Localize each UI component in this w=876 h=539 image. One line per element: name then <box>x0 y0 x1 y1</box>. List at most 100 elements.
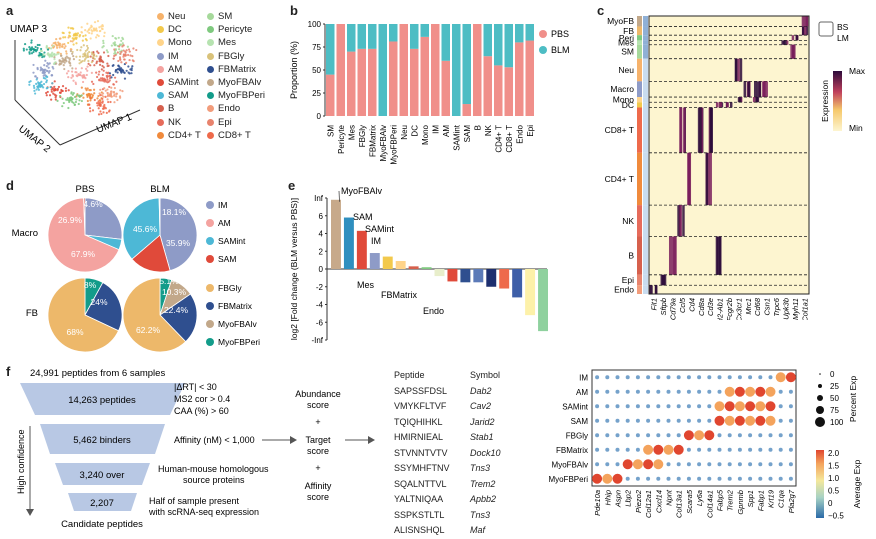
bar-pbs <box>515 42 524 116</box>
gene-label: Upk3b <box>781 298 790 320</box>
symbol-item: Stab1 <box>470 430 501 446</box>
bs-label: BS <box>837 22 849 32</box>
dot <box>646 390 650 394</box>
x-tick-label: FBGly <box>358 125 367 147</box>
dot-plot: IMAMSAMintSAMFBGlyFBMatrixMyoFBAlvMyoFBP… <box>530 364 876 534</box>
dot-gene-label: Lbp2 <box>624 489 633 507</box>
fc-y-tick: -6 <box>316 318 324 327</box>
x-tick-label: NK <box>484 124 493 136</box>
legend-label: FBMatrix <box>218 64 256 75</box>
funnel-step-4-label: 2,207 <box>90 498 114 509</box>
bar-blm <box>389 24 398 41</box>
row-group-bar <box>643 275 648 285</box>
dot <box>789 462 793 466</box>
dot <box>653 459 663 469</box>
size-legend-label: 25 <box>830 382 839 391</box>
score-plus-2: + <box>315 463 320 473</box>
bar-pbs <box>526 41 535 116</box>
umap-legend-item: SAM <box>157 90 189 101</box>
legend-label: Neu <box>168 11 185 22</box>
legend-label: NK <box>168 117 181 128</box>
bar-pbs <box>431 24 440 116</box>
row-color-bar <box>637 45 642 59</box>
umap-axis-1-label: UMAP 1 <box>95 112 134 136</box>
dot <box>616 404 620 408</box>
row-group-bar <box>643 59 648 82</box>
dot-gene-label: Krt19 <box>767 489 776 508</box>
umap-legend-item: MyoFBAlv <box>207 77 261 88</box>
dot <box>667 433 671 437</box>
heatmap-row-label: CD4+ T <box>605 174 634 184</box>
bar-pbs <box>442 61 451 116</box>
row-group-bar <box>643 205 648 236</box>
fc-y-tick: 0 <box>319 265 324 274</box>
fc-y-tick: -2 <box>316 283 324 292</box>
fc-bar <box>422 267 432 269</box>
legend-label: SM <box>218 11 232 22</box>
dot <box>643 445 653 455</box>
legend-label: BLM <box>551 45 570 55</box>
dot <box>595 404 599 408</box>
dot <box>636 375 640 379</box>
fc-bar <box>460 269 470 282</box>
dot-row-label: FBMatrix <box>556 446 588 455</box>
row-color-bar <box>637 16 642 26</box>
dot <box>735 401 745 411</box>
dot <box>595 448 599 452</box>
legend-label: Epi <box>218 117 232 128</box>
dot <box>667 375 671 379</box>
size-legend-dot <box>817 395 823 401</box>
x-tick-label: MyoFBPeri <box>389 125 398 165</box>
legend-label: CD4+ T <box>168 130 201 141</box>
x-tick-label: Pericyte <box>337 124 346 153</box>
dot <box>646 433 650 437</box>
dot <box>646 375 650 379</box>
gene-label: Fcgr2b <box>725 298 734 320</box>
criterion-2: MS2 cor > 0.4 <box>174 394 230 404</box>
umap-point <box>99 64 101 66</box>
bar-blm <box>505 24 514 67</box>
peptide-item: YALTNIQAA <box>394 492 450 508</box>
dot-gene-label: Fabp5 <box>716 489 725 511</box>
dot-gene-label: Col14a1 <box>705 490 714 518</box>
gene-label: Trpc6 <box>772 297 781 316</box>
size-legend-dot <box>819 373 821 375</box>
legend-label: Pericyte <box>218 24 252 35</box>
dot <box>605 419 609 423</box>
dot <box>697 404 701 408</box>
bar-blm <box>347 24 356 52</box>
dot <box>755 387 765 397</box>
dot-gene-label: Fabp1 <box>756 490 765 511</box>
row-group-bar <box>643 81 648 97</box>
pie-col-blm: BLM <box>150 184 170 195</box>
dot-gene-label: Spp1 <box>746 490 755 508</box>
bar-pbs <box>484 56 493 116</box>
gene-label: Cd68 <box>753 297 762 316</box>
x-tick-label: MyoFBAlv <box>379 125 388 161</box>
bar-pbs <box>337 24 346 116</box>
dot <box>595 419 599 423</box>
dot <box>718 462 722 466</box>
row-group-bar <box>643 16 648 26</box>
row-color-bar <box>637 285 642 294</box>
dot <box>745 416 755 426</box>
score-abundance-2: score <box>307 400 329 410</box>
legend-label: Mono <box>168 37 192 48</box>
dot <box>656 375 660 379</box>
umap-legend-item: B <box>157 103 174 114</box>
legend-label: AM <box>168 64 182 75</box>
bar-blm <box>410 24 419 49</box>
pie-legend-label: FBMatrix <box>218 301 253 311</box>
dot <box>605 404 609 408</box>
dot <box>656 404 660 408</box>
criterion-6: source proteins <box>183 475 245 485</box>
pie-row-fb: FB <box>26 308 38 319</box>
bar-blm <box>326 24 335 75</box>
fc-bar <box>409 266 419 269</box>
pie-legend-swatch <box>206 284 214 292</box>
fc-annotation: SAM <box>353 212 373 222</box>
x-tick-label: SAMint <box>452 124 461 151</box>
legend-label: DC <box>168 24 182 35</box>
dot <box>687 419 691 423</box>
